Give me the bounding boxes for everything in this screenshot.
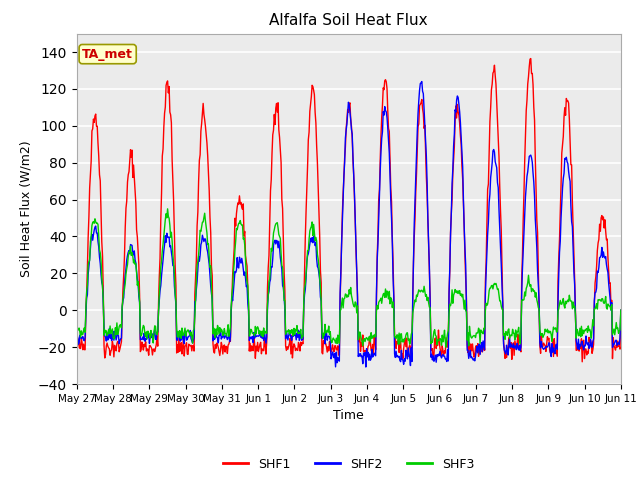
SHF1 <box>579 359 586 365</box>
Text: TA_met: TA_met <box>82 48 133 60</box>
SHF1 <box>223 344 230 349</box>
SHF1 <box>415 121 422 127</box>
SHF3 <box>442 344 450 350</box>
SHF1 <box>431 336 438 342</box>
SHF1 <box>194 209 202 215</box>
SHF3 <box>195 252 202 258</box>
Legend: SHF1, SHF2, SHF3: SHF1, SHF2, SHF3 <box>218 453 480 476</box>
SHF3 <box>416 288 424 294</box>
SHF2 <box>223 335 230 340</box>
SHF2 <box>73 335 81 341</box>
SHF1 <box>527 56 534 61</box>
SHF2 <box>139 334 147 340</box>
Line: SHF3: SHF3 <box>77 209 621 347</box>
SHF1 <box>83 292 90 298</box>
SHF3 <box>73 328 81 334</box>
SHF2 <box>416 87 424 93</box>
SHF2 <box>194 266 202 272</box>
SHF3 <box>83 289 90 295</box>
X-axis label: Time: Time <box>333 409 364 422</box>
SHF1 <box>617 307 625 313</box>
SHF2 <box>83 295 90 300</box>
SHF3 <box>617 307 625 313</box>
SHF3 <box>164 206 172 212</box>
SHF1 <box>139 342 147 348</box>
Y-axis label: Soil Heat Flux (W/m2): Soil Heat Flux (W/m2) <box>19 141 33 277</box>
SHF3 <box>139 325 147 331</box>
SHF2 <box>617 307 625 313</box>
SHF3 <box>223 328 231 334</box>
SHF2 <box>433 360 440 365</box>
Line: SHF1: SHF1 <box>77 59 621 362</box>
SHF3 <box>431 333 439 338</box>
Title: Alfalfa Soil Heat Flux: Alfalfa Soil Heat Flux <box>269 13 428 28</box>
SHF2 <box>362 364 370 370</box>
Line: SHF2: SHF2 <box>77 82 621 367</box>
SHF2 <box>418 79 426 84</box>
SHF1 <box>73 341 81 347</box>
